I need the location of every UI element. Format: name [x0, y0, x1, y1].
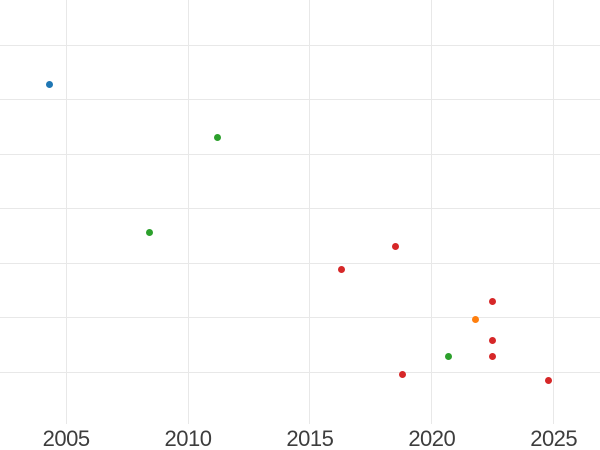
gridline-horizontal — [0, 153, 600, 155]
gridline-vertical — [431, 0, 433, 424]
x-tick-label: 2025 — [530, 426, 578, 450]
x-tick-label: 2010 — [164, 426, 212, 450]
x-tick-label: 2005 — [42, 426, 90, 450]
gridline-vertical — [309, 0, 311, 424]
data-point-green — [145, 229, 153, 237]
data-point-red — [399, 371, 406, 379]
gridline-vertical — [187, 0, 189, 424]
gridline-horizontal — [0, 99, 600, 101]
data-point-red — [489, 352, 497, 360]
data-point-blue — [45, 80, 53, 88]
x-tick-label: 2020 — [408, 426, 456, 450]
gridline-horizontal — [0, 44, 600, 46]
data-point-red — [391, 243, 399, 251]
gridline-horizontal — [0, 371, 600, 373]
data-point-green — [213, 133, 221, 141]
data-point-red — [489, 298, 497, 306]
gridline-horizontal — [0, 262, 600, 264]
gridline-horizontal — [0, 317, 600, 319]
gridline-horizontal — [0, 208, 600, 210]
data-point-red — [545, 376, 553, 384]
gridline-vertical — [553, 0, 555, 424]
data-point-green — [445, 352, 453, 360]
gridline-vertical — [65, 0, 67, 424]
data-point-red — [489, 337, 497, 344]
x-tick-label: 2015 — [286, 426, 334, 450]
data-point-orange — [472, 315, 480, 323]
data-point-red — [338, 265, 346, 273]
